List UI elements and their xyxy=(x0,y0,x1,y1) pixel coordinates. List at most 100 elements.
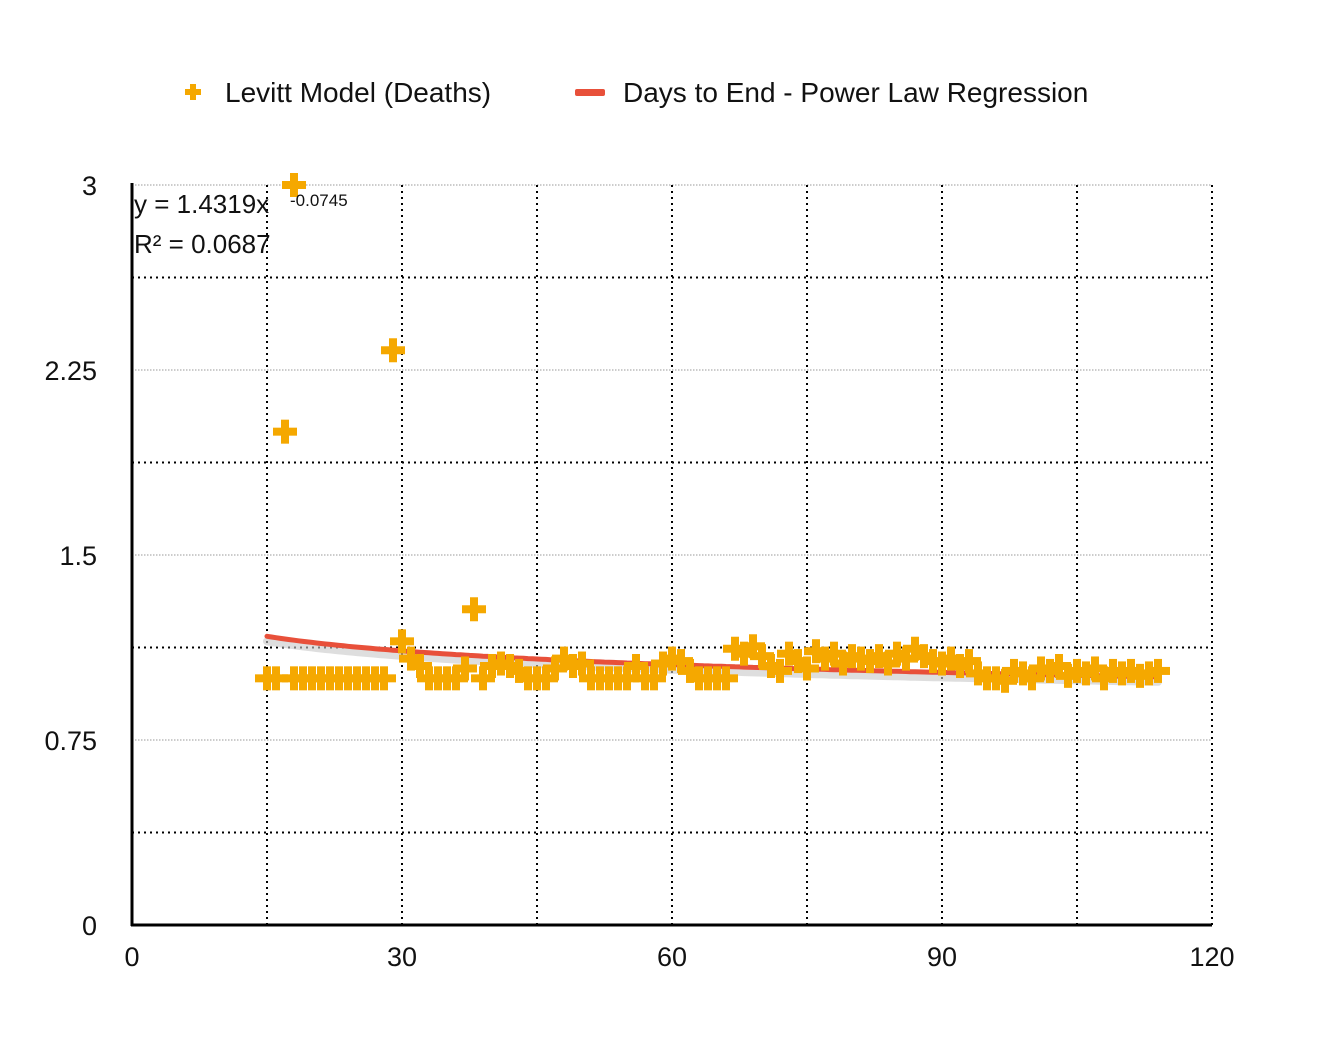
data-point xyxy=(732,641,756,666)
axes xyxy=(130,183,1212,927)
data-point-vbar xyxy=(731,636,739,661)
data-point-vbar xyxy=(875,644,883,669)
data-point-vbar xyxy=(677,649,685,674)
data-point-vbar xyxy=(884,651,892,676)
data-point-vbar xyxy=(560,646,568,671)
data-point xyxy=(822,641,846,666)
grid xyxy=(132,184,1213,925)
data-point-vbar xyxy=(416,654,424,678)
legend-label-line: Days to End - Power Law Regression xyxy=(623,77,1088,108)
data-point xyxy=(714,666,738,691)
y-tick-label: 1.5 xyxy=(59,541,97,571)
data-point xyxy=(1074,661,1098,686)
legend: Levitt Model (Deaths) Days to End - Powe… xyxy=(185,77,1088,108)
data-point xyxy=(957,649,981,674)
r-squared-text: R² = 0.0687 xyxy=(134,229,271,259)
data-point-vbar xyxy=(515,658,523,683)
data-point-vbar xyxy=(1154,658,1162,683)
x-tick-label: 90 xyxy=(927,942,957,972)
data-point xyxy=(273,419,297,444)
x-tick-label: 30 xyxy=(387,942,417,972)
data-point xyxy=(390,629,414,654)
data-point xyxy=(966,661,990,686)
data-point xyxy=(768,658,792,683)
data-point xyxy=(264,666,288,691)
data-point-vbar xyxy=(632,654,640,678)
y-tick-label: 0.75 xyxy=(44,726,97,756)
data-point-vbar xyxy=(1046,658,1054,683)
data-point-vbar xyxy=(452,666,460,691)
data-point xyxy=(1083,656,1107,681)
data-point xyxy=(462,597,486,622)
data-point-vbar xyxy=(902,646,910,671)
scatter-points xyxy=(255,173,1170,693)
data-point-vbar xyxy=(776,658,784,683)
data-point xyxy=(885,641,909,666)
data-point xyxy=(993,668,1017,693)
data-point xyxy=(1056,663,1080,688)
data-point xyxy=(813,646,837,671)
data-point xyxy=(804,639,828,664)
data-point xyxy=(669,649,693,674)
data-point-vbar xyxy=(479,666,487,691)
data-point xyxy=(471,666,495,691)
data-point-vbar xyxy=(623,666,631,691)
data-point-vbar xyxy=(749,634,757,659)
data-point xyxy=(372,666,396,691)
data-point xyxy=(894,646,918,671)
data-point xyxy=(759,654,783,678)
data-point-vbar xyxy=(542,666,550,691)
legend-label-scatter: Levitt Model (Deaths) xyxy=(225,77,491,108)
data-point xyxy=(777,641,801,666)
data-point-vbar xyxy=(398,629,406,654)
data-point-vbar xyxy=(290,173,298,197)
data-point-vbar xyxy=(1055,654,1063,678)
data-point-vbar xyxy=(965,649,973,674)
x-axis-ticks: 0 30 60 90 120 xyxy=(124,942,1234,972)
data-point-vbar xyxy=(920,644,928,669)
data-point-vbar xyxy=(686,658,694,683)
data-point-vbar xyxy=(911,636,919,661)
data-point-vbar xyxy=(380,666,388,691)
data-point-vbar xyxy=(956,654,964,678)
data-point-vbar xyxy=(893,641,901,666)
data-point-vbar xyxy=(974,661,982,686)
data-point-vbar xyxy=(803,656,811,681)
data-point xyxy=(615,666,639,691)
data-point xyxy=(552,646,576,671)
data-point xyxy=(642,666,666,691)
data-point xyxy=(948,654,972,678)
data-point-vbar xyxy=(866,649,874,674)
data-point xyxy=(1092,666,1116,691)
data-point xyxy=(678,658,702,683)
data-point xyxy=(939,646,963,671)
y-tick-label: 2.25 xyxy=(44,356,97,386)
legend-marker-line xyxy=(575,89,605,96)
data-point xyxy=(867,644,891,669)
data-point xyxy=(741,634,765,659)
data-point xyxy=(507,658,531,683)
data-point xyxy=(543,656,567,681)
data-point-vbar xyxy=(794,649,802,674)
data-point xyxy=(381,338,405,363)
data-point xyxy=(498,654,522,678)
data-point-vbar xyxy=(470,597,478,622)
data-point-vbar xyxy=(659,651,667,676)
data-point xyxy=(534,666,558,691)
data-point xyxy=(1119,658,1143,683)
data-point xyxy=(1038,658,1062,683)
equation-text: y = 1.4319x xyxy=(134,189,269,219)
data-point xyxy=(282,173,306,197)
data-point xyxy=(750,644,774,669)
data-point-vbar xyxy=(1064,663,1072,688)
data-point-vbar xyxy=(1100,666,1108,691)
data-point xyxy=(453,656,477,681)
data-point xyxy=(723,636,747,661)
data-point-vbar xyxy=(272,666,280,691)
data-point-vbar xyxy=(389,338,397,363)
data-point-vbar xyxy=(1127,658,1135,683)
data-point-vbar xyxy=(1019,661,1027,686)
data-point-vbar xyxy=(1028,666,1036,691)
data-point-vbar xyxy=(722,666,730,691)
